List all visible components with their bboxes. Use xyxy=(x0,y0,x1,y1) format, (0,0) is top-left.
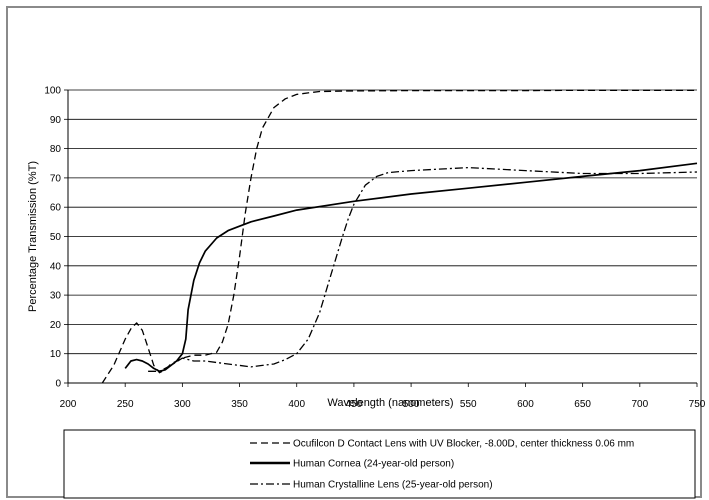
y-tick-label: 20 xyxy=(50,320,62,331)
legend-box xyxy=(63,429,696,499)
series-line-1 xyxy=(101,89,697,384)
x-tick-label: 350 xyxy=(231,399,248,410)
legend-entry: Human Crystalline Lens (25-year-old pers… xyxy=(293,480,493,491)
y-tick-label: 70 xyxy=(50,173,62,184)
y-tick-label: 60 xyxy=(50,203,62,214)
x-tick-label: 300 xyxy=(174,399,191,410)
chart-frame xyxy=(6,6,702,498)
x-tick-label: 650 xyxy=(574,399,591,410)
y-tick-label: 100 xyxy=(44,86,61,97)
x-tick-label: 550 xyxy=(460,399,477,410)
y-tick-label: 50 xyxy=(50,232,62,243)
x-axis-title: Wavelength (nanometers) xyxy=(327,397,453,409)
y-tick-label: 0 xyxy=(55,379,61,390)
x-tick-label: 250 xyxy=(117,399,134,410)
x-tick-label: 450 xyxy=(346,399,363,410)
y-tick-label: 80 xyxy=(50,144,62,155)
x-tick-label: 600 xyxy=(517,399,534,410)
y-tick-label: 30 xyxy=(50,291,62,302)
x-tick-label: 400 xyxy=(288,399,305,410)
y-tick-label: 40 xyxy=(50,261,62,272)
legend-entry: Ocufilcon D Contact Lens with UV Blocker… xyxy=(293,439,634,450)
x-tick-label: 500 xyxy=(403,399,420,410)
y-tick-label: 10 xyxy=(50,349,62,360)
series-line-3 xyxy=(148,166,698,372)
legend-entry: Human Cornea (24-year-old person) xyxy=(293,459,454,470)
x-tick-label: 200 xyxy=(60,399,77,410)
series-line-2 xyxy=(124,162,698,373)
x-tick-label: 750 xyxy=(689,399,706,410)
y-tick-label: 90 xyxy=(50,115,62,126)
y-axis-title: Percentage Transmission (%T) xyxy=(27,161,39,312)
x-tick-label: 700 xyxy=(631,399,648,410)
